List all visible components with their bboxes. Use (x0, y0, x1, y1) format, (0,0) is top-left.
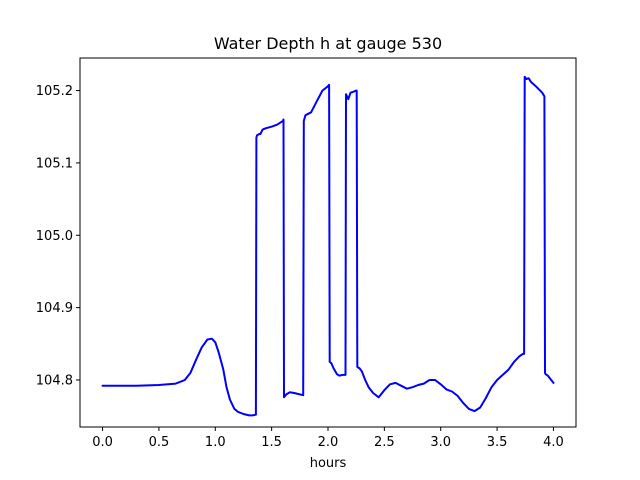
x-tick-label: 1.5 (261, 435, 282, 450)
y-tick-label: 104.8 (36, 373, 73, 388)
y-axis: 104.8 104.9 105.0 105.1 105.2 (36, 84, 80, 388)
x-tick-label: 0.0 (92, 435, 113, 450)
y-tick-label: 104.9 (36, 301, 73, 316)
x-tick-label: 4.0 (543, 435, 564, 450)
x-tick-label: 0.5 (149, 435, 170, 450)
water-depth-series-line (101, 75, 555, 417)
x-tick-label: 2.5 (374, 435, 395, 450)
y-tick-label: 105.0 (36, 229, 73, 244)
x-tick-label: 1.0 (205, 435, 226, 450)
x-tick-label: 3.0 (430, 435, 451, 450)
x-axis: 0.0 0.5 1.0 1.5 2.0 2.5 3.0 3.5 4.0 (92, 427, 564, 450)
x-axis-label: hours (310, 456, 347, 471)
x-tick-label: 3.5 (487, 435, 508, 450)
chart-title: Water Depth h at gauge 530 (214, 34, 442, 53)
y-tick-label: 105.2 (36, 84, 73, 99)
axes-frame (79, 57, 577, 428)
plot-area (79, 57, 577, 428)
y-tick-label: 105.1 (36, 156, 73, 171)
x-tick-label: 2.0 (318, 435, 339, 450)
